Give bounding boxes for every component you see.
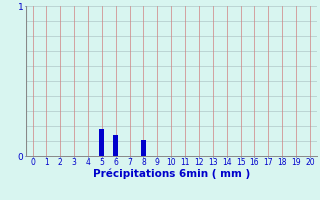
X-axis label: Précipitations 6min ( mm ): Précipitations 6min ( mm ) [92, 168, 250, 179]
Bar [113, 135, 118, 156]
Bar [100, 129, 104, 156]
Bar [141, 140, 146, 156]
